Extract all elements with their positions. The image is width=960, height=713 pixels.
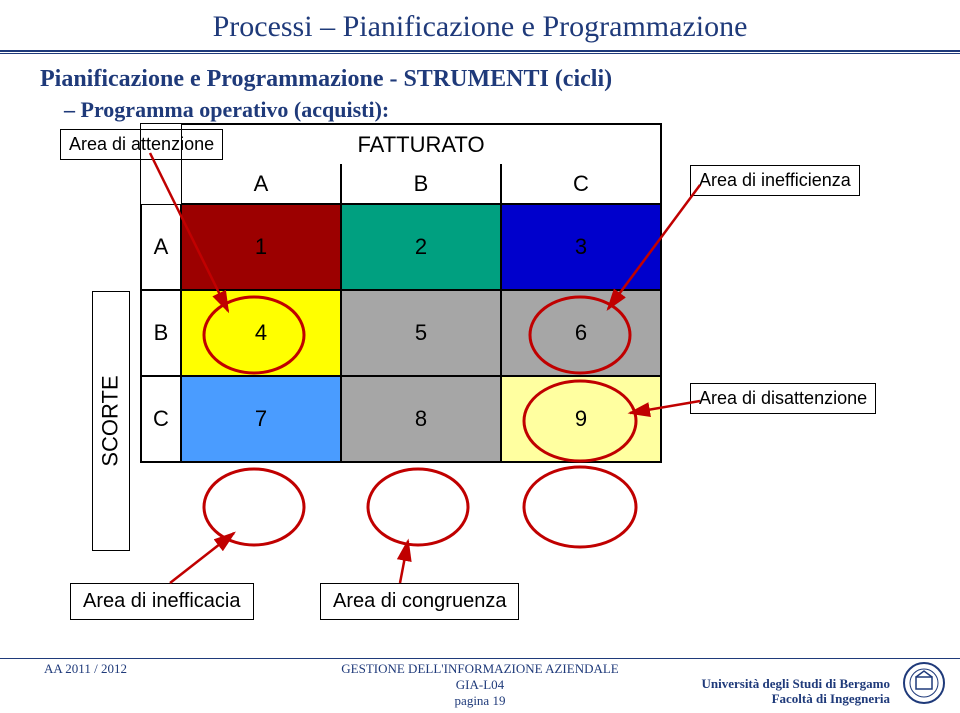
matrix-cell: 2 [341,204,501,290]
col-axis-label: FATTURATO [181,124,661,164]
footer: AA 2011 / 2012 GESTIONE DELL'INFORMAZION… [0,658,960,709]
matrix-cell: 9 [501,376,661,462]
bullet-item: Programma operativo (acquisti): [0,93,960,123]
matrix-cell: 7 [181,376,341,462]
row-axis-label: SCORTE [92,291,130,551]
col-header: B [341,164,501,204]
row-header: A [141,204,181,290]
diagram-area: Area di attenzione Area di inefficienza … [0,123,960,623]
matrix-cell: 1 [181,204,341,290]
row-header: B [141,290,181,376]
label-inefficienza: Area di inefficienza [690,165,860,196]
footer-right: Università degli Studi di Bergamo Facolt… [701,676,890,707]
matrix-cell: 3 [501,204,661,290]
col-header: A [181,164,341,204]
label-inefficacia: Area di inefficacia [70,583,254,620]
col-header: C [501,164,661,204]
page-title: Processi – Pianificazione e Programmazio… [0,0,960,44]
matrix-cell: 6 [501,290,661,376]
abc-matrix: FATTURATO A B C A 1 2 3 B 4 5 6 C 7 8 9 [140,123,662,463]
matrix-cell: 8 [341,376,501,462]
subtitle: Pianificazione e Programmazione - STRUME… [0,54,960,93]
row-header: C [141,376,181,462]
university-logo-icon [902,661,946,705]
matrix-cell: 5 [341,290,501,376]
footer-left: AA 2011 / 2012 [44,661,127,677]
label-congruenza: Area di congruenza [320,583,519,620]
matrix-cell: 4 [181,290,341,376]
label-disattenzione: Area di disattenzione [690,383,876,414]
